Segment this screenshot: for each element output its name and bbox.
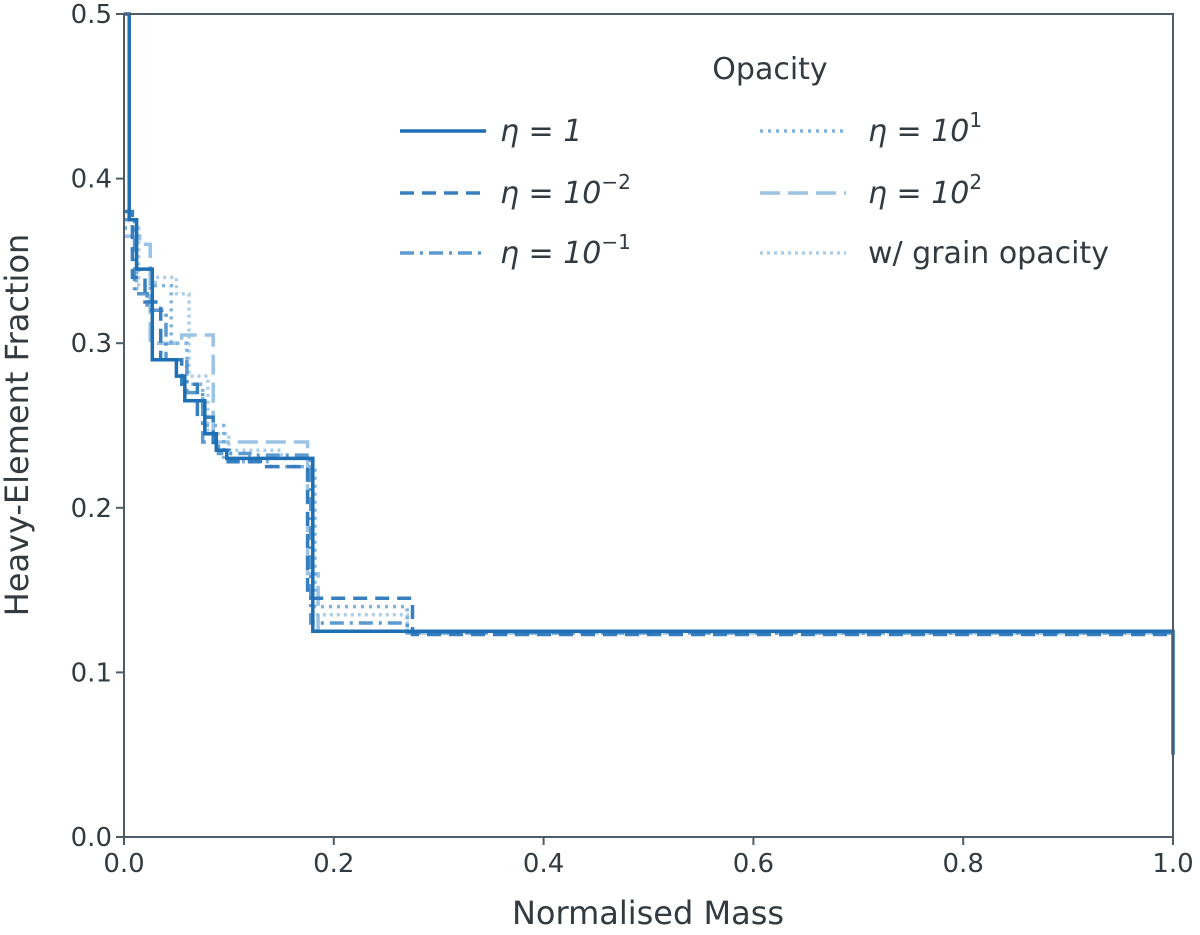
y-tick-label: 0.1 (71, 658, 112, 688)
series-line-4 (124, 234, 1173, 635)
legend-label-main: η = 1 (500, 114, 582, 149)
legend-label-main: η = 10 (868, 114, 969, 149)
y-tick-label: 0.4 (71, 165, 112, 195)
legend-label-main: w/ grain opacity (868, 236, 1109, 271)
x-tick-label: 0.6 (733, 849, 774, 879)
legend-label-4: η = 102 (868, 170, 982, 211)
y-tick-label: 0.3 (71, 329, 112, 359)
series-line-0 (124, 12, 1175, 755)
legend-label-5: w/ grain opacity (868, 236, 1109, 271)
x-tick-label: 0.8 (943, 849, 984, 879)
y-axis: 0.0 0.1 0.2 0.3 0.4 0.5 (71, 0, 124, 853)
legend-label-2: η = 10−1 (500, 230, 631, 271)
plot-frame (123, 13, 1174, 838)
legend-label-exponent: −1 (601, 230, 630, 254)
legend-label-exponent: 1 (969, 108, 982, 132)
legend-label-main: η = 10 (500, 236, 601, 271)
y-tick-label: 0.0 (71, 823, 112, 853)
legend-label-exponent: −2 (601, 170, 630, 194)
x-tick-label: 1.0 (1152, 849, 1193, 879)
series-line-2 (124, 218, 1173, 635)
x-axis-label: Normalised Mass (512, 894, 784, 932)
legend-label-3: η = 101 (868, 108, 982, 149)
legend-label-1: η = 10−2 (500, 170, 631, 211)
y-axis-label: Heavy-Element Fraction (0, 234, 36, 617)
legend-label-main: η = 10 (500, 176, 601, 211)
legend-label-0: η = 1 (500, 114, 582, 149)
y-tick-label: 0.5 (71, 0, 112, 30)
x-tick-label: 0.0 (103, 849, 144, 879)
series-line-5 (124, 226, 1173, 634)
legend-label-main: η = 10 (868, 176, 969, 211)
series-layer (124, 12, 1175, 755)
series-line-1 (124, 209, 1173, 637)
legend-title: Opacity (712, 52, 827, 87)
x-axis: 0.0 0.2 0.4 0.6 0.8 1.0 (103, 837, 1194, 879)
legend-label-exponent: 2 (969, 170, 982, 194)
x-tick-label: 0.2 (313, 849, 354, 879)
x-tick-label: 0.4 (523, 849, 564, 879)
series-line-3 (124, 226, 1173, 634)
y-tick-label: 0.2 (71, 494, 112, 524)
